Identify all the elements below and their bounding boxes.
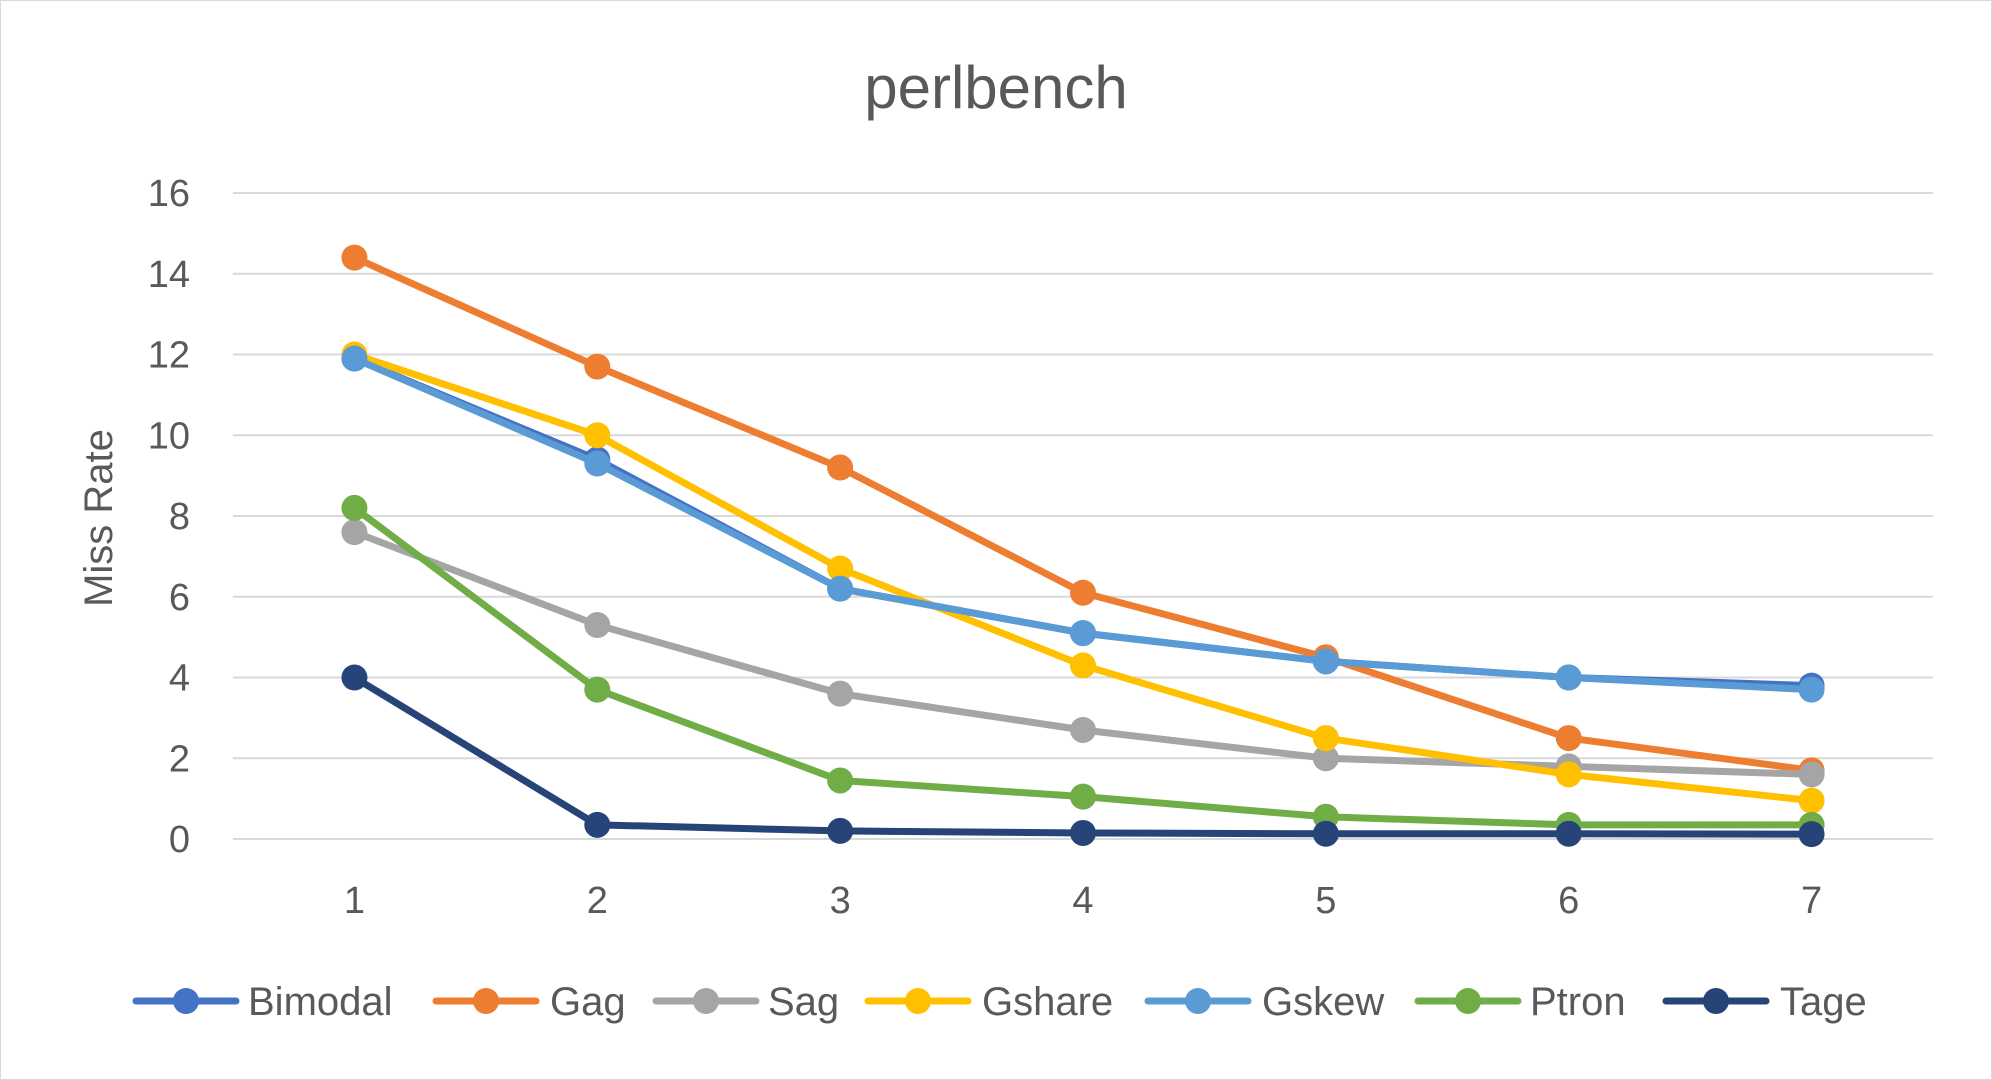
series-tage [341,664,1825,848]
legend-label: Bimodal [248,980,393,1024]
data-point [1798,676,1825,703]
data-point [341,519,368,546]
legend-marker [1703,988,1729,1014]
chart-title: perlbench [864,54,1128,121]
legend-marker [473,988,499,1014]
legend-marker [173,988,199,1014]
series-gshare [341,341,1825,814]
data-point [1798,761,1825,788]
data-point [827,767,854,794]
y-tick-label: 14 [148,254,190,296]
y-axis-title: Miss Rate [77,429,121,607]
data-point [1312,648,1339,675]
data-point [1070,579,1096,606]
x-tick-label: 5 [1315,880,1336,922]
x-tick-label: 3 [830,880,851,922]
y-tick-label: 0 [169,819,190,861]
data-point [1555,725,1582,752]
x-tick-label: 4 [1072,880,1093,922]
y-tick-label: 2 [169,738,190,780]
data-point [584,676,611,703]
data-point [1312,820,1339,847]
data-point [1070,620,1096,647]
x-tick-label: 2 [587,880,608,922]
x-tick-label: 6 [1558,880,1579,922]
data-point [1312,725,1339,752]
data-point [1555,761,1582,788]
legend: Bimodal Gag Sag Gshare Gskew Ptron Tage [132,980,1867,1024]
legend-label: Gshare [982,980,1113,1024]
legend-label: Sag [768,980,839,1024]
data-point [1070,783,1096,810]
data-point [1798,787,1825,814]
data-point [827,817,854,844]
x-tick-label: 1 [344,880,365,922]
data-point [827,454,854,481]
data-point [827,555,854,582]
legend-item: Ptron [1414,980,1626,1024]
y-tick-label: 12 [148,335,190,377]
data-point [1070,716,1096,743]
y-axis-ticks: 0 2 4 6 8 10 12 14 16 [148,173,190,861]
data-point [341,244,368,271]
legend-item: Gshare [864,980,1113,1024]
data-point [584,353,611,380]
data-point [584,422,611,449]
x-tick-label: 7 [1801,880,1822,922]
series-gskew [341,345,1825,703]
data-point [341,345,368,372]
legend-marker [1185,988,1211,1014]
series-line [350,254,1816,774]
data-point [1070,652,1096,679]
data-point [1070,819,1096,846]
data-point [1555,664,1582,691]
legend-label: Gskew [1262,980,1384,1024]
legend-label: Gag [550,980,626,1024]
y-tick-label: 4 [169,658,190,700]
legend-item: Tage [1662,980,1867,1024]
legend-item: Gag [432,980,626,1024]
data-point [584,811,611,838]
legend-item: Gskew [1144,980,1384,1024]
series-gag [341,244,1825,784]
data-point [827,680,854,707]
data-point [827,575,854,602]
legend-marker [693,988,719,1014]
legend-item: Sag [652,980,839,1024]
series-lines [341,244,1825,848]
legend-marker [905,988,931,1014]
legend-item: Bimodal [132,980,393,1024]
legend-label: Tage [1780,980,1867,1024]
legend-label: Ptron [1530,980,1626,1024]
y-tick-label: 10 [148,415,190,457]
data-point [341,494,368,521]
legend-marker [1455,988,1481,1014]
y-tick-label: 16 [148,173,190,215]
series-line [350,674,1816,838]
y-tick-label: 6 [169,577,190,619]
data-point [584,612,611,639]
y-tick-label: 8 [169,496,190,538]
data-point [1798,821,1825,848]
data-point [1555,820,1582,847]
data-point [341,664,368,691]
data-point [1312,745,1339,772]
data-point [584,450,611,477]
x-axis-ticks: 1 2 3 4 5 6 7 [344,880,1822,922]
gridlines [233,192,1933,840]
